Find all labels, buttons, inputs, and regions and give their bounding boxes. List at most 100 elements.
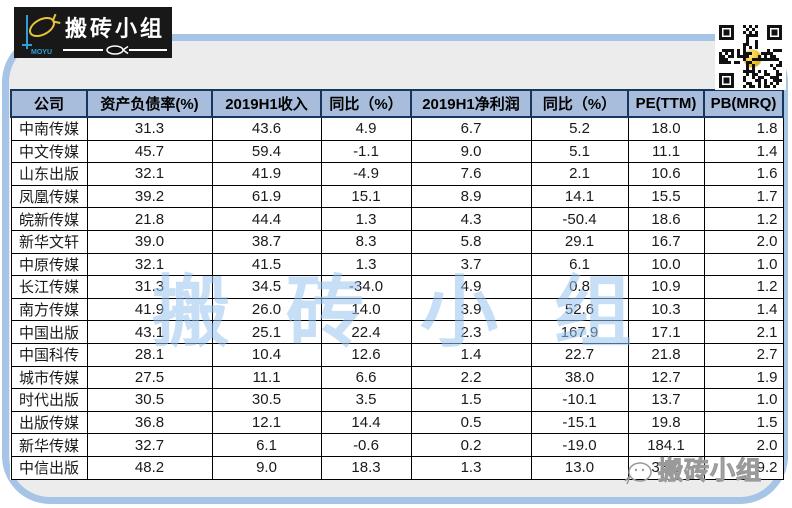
table-row: 新华文轩 39.0 38.7 8.3 5.8 29.1 16.7 2.0	[10, 229, 784, 254]
value-cell: 21.8	[627, 342, 705, 367]
value-cell: 39.2	[86, 184, 213, 209]
table-row: 皖新传媒 21.8 44.4 1.3 4.3 -50.4 18.6 1.2	[10, 207, 784, 231]
value-cell: 12.7	[627, 365, 705, 390]
table-row: 长江传媒 31.3 34.5 -34.0 4.9 0.8 10.9 1.2	[10, 275, 784, 299]
value-cell: 22.7	[530, 342, 629, 367]
table-row: 新华传媒 32.7 6.1 -0.6 0.2 -19.0 184.1 2.0	[10, 433, 784, 457]
value-cell: 10.4	[211, 342, 322, 367]
value-cell: 45.7	[86, 139, 213, 164]
value-cell: 28.1	[86, 342, 213, 367]
value-cell: 2.3	[410, 320, 532, 344]
value-cell: 48.2	[86, 455, 213, 480]
value-cell: 1.8	[703, 116, 784, 141]
logo-brand-text: 搬砖小组	[64, 15, 165, 41]
table-row: 中原传媒 32.1 41.5 1.3 3.7 6.1 10.0 1.0	[10, 252, 784, 277]
value-cell: 43.1	[86, 320, 213, 344]
value-cell: 29.1	[530, 229, 629, 254]
value-cell: 4.3	[410, 207, 532, 231]
qr-code	[715, 23, 786, 90]
value-cell: -0.6	[320, 433, 412, 457]
company-cell: 城市传媒	[10, 365, 88, 390]
qr-finder-icon	[719, 25, 734, 40]
value-cell: 27.5	[86, 365, 213, 390]
col-header-revenue: 2019H1收入	[211, 89, 322, 118]
qr-pattern	[719, 25, 782, 88]
value-cell: 13.0	[530, 455, 629, 480]
value-cell: 1.3	[320, 252, 412, 277]
value-cell: 184.1	[627, 433, 705, 457]
value-cell: 17.1	[627, 320, 705, 344]
value-cell: 1.6	[703, 162, 784, 186]
value-cell: -50.4	[530, 207, 629, 231]
company-cell: 新华传媒	[10, 433, 88, 457]
value-cell: 0.5	[410, 410, 532, 435]
value-cell: 38.7	[211, 229, 322, 254]
value-cell: 2.0	[703, 229, 784, 254]
value-cell: 3.9	[410, 297, 532, 322]
table-row: 凤凰传媒 39.2 61.9 15.1 8.9 14.1 15.5 1.7	[10, 184, 784, 209]
value-cell: 1.4	[703, 297, 784, 322]
value-cell: 167.9	[530, 320, 629, 344]
value-cell: -15.1	[530, 410, 629, 435]
value-cell: 3.7	[410, 252, 532, 277]
value-cell: 6.7	[410, 116, 532, 141]
value-cell: 21.8	[86, 207, 213, 231]
value-cell: -4.9	[320, 162, 412, 186]
value-cell: 13.7	[627, 388, 705, 412]
value-cell: 41.9	[211, 162, 322, 186]
table-row: 时代出版 30.5 30.5 3.5 1.5 -10.1 13.7 1.0	[10, 388, 784, 412]
col-header-revenue-yoy: 同比（%）	[320, 89, 412, 118]
value-cell: 6.1	[530, 252, 629, 277]
value-cell: 39.0	[86, 229, 213, 254]
value-cell: 15.1	[320, 184, 412, 209]
company-cell: 中原传媒	[10, 252, 88, 277]
financial-table: 公司 资产负债率(%) 2019H1收入 同比（%） 2019H1净利润 同比（…	[10, 89, 784, 480]
value-cell: 9.0	[410, 139, 532, 164]
value-cell: 30.5	[211, 388, 322, 412]
value-cell: 1.4	[410, 342, 532, 367]
value-cell: 22.4	[320, 320, 412, 344]
value-cell: 1.3	[320, 207, 412, 231]
logo-divider-fish-icon	[63, 44, 167, 55]
value-cell: -34.0	[320, 275, 412, 299]
value-cell: 41.5	[211, 252, 322, 277]
value-cell: 1.9	[703, 365, 784, 390]
value-cell: 43.6	[211, 116, 322, 141]
company-cell: 新华文轩	[10, 229, 88, 254]
value-cell: 1.0	[703, 252, 784, 277]
company-cell: 中信出版	[10, 455, 88, 480]
value-cell: 5.1	[530, 139, 629, 164]
value-cell: 52.6	[530, 297, 629, 322]
value-cell: -1.1	[320, 139, 412, 164]
value-cell: 1.2	[703, 207, 784, 231]
value-cell: 12.6	[320, 342, 412, 367]
value-cell: 0.2	[410, 433, 532, 457]
value-cell: 1.5	[410, 388, 532, 412]
value-cell: 19.8	[627, 410, 705, 435]
value-cell: 8.9	[410, 184, 532, 209]
value-cell: 1.7	[703, 184, 784, 209]
value-cell: 18.6	[627, 207, 705, 231]
value-cell: 18.0	[627, 116, 705, 141]
table-row: 山东出版 32.1 41.9 -4.9 7.6 2.1 10.6 1.6	[10, 162, 784, 186]
value-cell: 9.2	[703, 455, 784, 480]
col-header-debt-ratio: 资产负债率(%)	[86, 89, 213, 118]
value-cell: 31.3	[86, 116, 213, 141]
value-cell: 2.1	[703, 320, 784, 344]
table-body: 中南传媒 31.3 43.6 4.9 6.7 5.2 18.0 1.8 中文传媒 45.7 59.4…	[10, 116, 784, 480]
value-cell: 44.4	[211, 207, 322, 231]
brand-logo: MOYU 搬砖小组	[14, 7, 172, 58]
company-cell: 出版传媒	[10, 410, 88, 435]
value-cell: 2.7	[703, 342, 784, 367]
value-cell: 2.2	[410, 365, 532, 390]
value-cell: 4.9	[410, 275, 532, 299]
table-row: 中信出版 48.2 9.0 18.3 1.3 13.0 38.9 9.2	[10, 455, 784, 480]
qr-finder-icon	[719, 73, 734, 88]
value-cell: 5.8	[410, 229, 532, 254]
company-cell: 南方传媒	[10, 297, 88, 322]
value-cell: -19.0	[530, 433, 629, 457]
value-cell: 1.5	[703, 410, 784, 435]
value-cell: 3.5	[320, 388, 412, 412]
col-header-pb: PB(MRQ)	[703, 89, 784, 118]
value-cell: 31.3	[86, 275, 213, 299]
